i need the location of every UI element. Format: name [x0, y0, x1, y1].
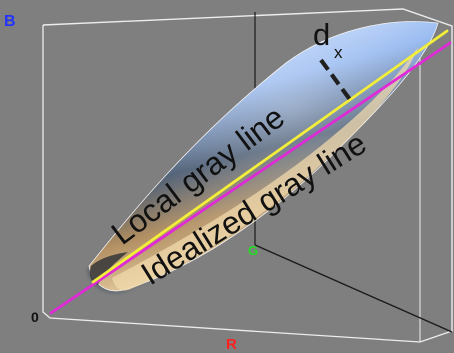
distance-subscript: x	[334, 43, 343, 62]
distance-marker: d x	[313, 17, 353, 103]
cube-front-edges	[42, 25, 453, 343]
r-axis-label: R	[226, 336, 237, 353]
g-axis-label: G	[248, 243, 258, 258]
origin-label: 0	[31, 309, 39, 325]
cube-inner-edge	[254, 244, 453, 333]
cloud-lower-band	[112, 47, 418, 291]
local-gray-line	[91, 29, 449, 284]
gray-lines	[49, 29, 452, 315]
distance-dashed-line	[319, 58, 353, 103]
distance-label: d	[313, 17, 330, 52]
b-axis-label: B	[4, 13, 16, 30]
cube-back-edges	[42, 8, 453, 332]
idealized-gray-line	[49, 41, 452, 315]
